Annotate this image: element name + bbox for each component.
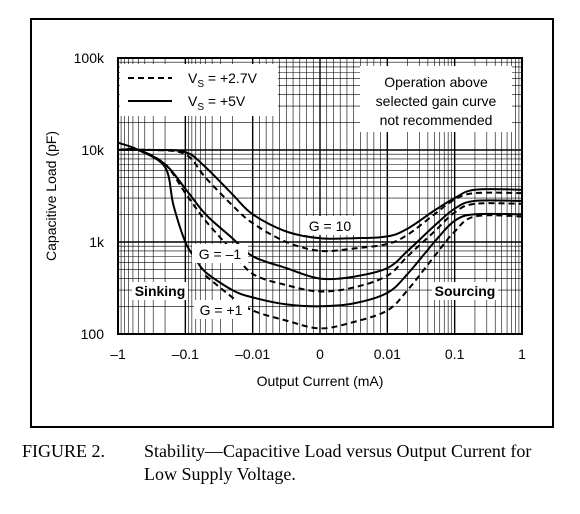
legend-entry-solid: VS = +5V	[188, 93, 246, 113]
x-tick-label: 0.01	[374, 346, 401, 362]
y-tick-label: 10k	[81, 142, 105, 158]
label-gm1: G = –1	[199, 246, 242, 262]
label-gp1: G = +1	[200, 302, 243, 318]
sinking-label-bg	[132, 282, 188, 300]
legend-box	[120, 64, 278, 116]
note-line-3: not recommended	[380, 112, 493, 128]
label-sourcing: Sourcing	[435, 283, 496, 299]
caption-figure-number: FIGURE 2.	[22, 441, 106, 461]
x-tick-label: –0.01	[235, 346, 270, 362]
curve-solid-2	[117, 147, 523, 281]
g10-label-bg	[302, 216, 358, 235]
y-axis-label: Capacitive Load (pF)	[43, 131, 59, 261]
curve-solid-4	[117, 141, 523, 308]
legend-entry-dashed: VS = +2.7V	[188, 70, 258, 90]
y-tick-label: 1k	[89, 234, 105, 250]
gm1-label-bg	[192, 244, 248, 263]
caption-text: Stability—Capacitive Load versus Output …	[144, 441, 532, 484]
curves	[117, 141, 523, 330]
x-tick-label: –1	[110, 346, 126, 362]
label-sinking: Sinking	[135, 283, 186, 299]
figure-frame	[30, 18, 554, 428]
curve-solid-0	[117, 148, 523, 240]
note: Operation above selected gain curve not …	[360, 66, 512, 132]
x-tick-label: 1	[518, 346, 526, 362]
sourcing-label-bg	[432, 282, 498, 300]
label-g10: G = 10	[309, 218, 352, 234]
plot-border	[117, 57, 523, 335]
x-tick-label: –0.1	[172, 346, 199, 362]
note-line-1: Operation above	[384, 74, 488, 90]
y-tick-label: 100	[81, 326, 105, 342]
curve-dashed-3	[117, 147, 523, 293]
note-line-2: selected gain curve	[376, 93, 497, 109]
curve-dashed-1	[117, 148, 523, 253]
note-box	[360, 66, 512, 132]
y-tick-labels: 100 1k 10k 100k	[74, 50, 105, 342]
legend: VS = +2.7V VS = +5V	[120, 64, 278, 116]
y-tick-label: 100k	[74, 50, 105, 66]
x-axis-label: Output Current (mA)	[257, 373, 384, 389]
curve-dashed-5	[204, 214, 523, 330]
gp1-label-bg	[194, 300, 248, 319]
x-tick-label: 0.1	[445, 346, 465, 362]
x-tick-labels: –1 –0.1 –0.01 0 0.01 0.1 1	[110, 346, 526, 362]
x-tick-label: 0	[316, 346, 324, 362]
